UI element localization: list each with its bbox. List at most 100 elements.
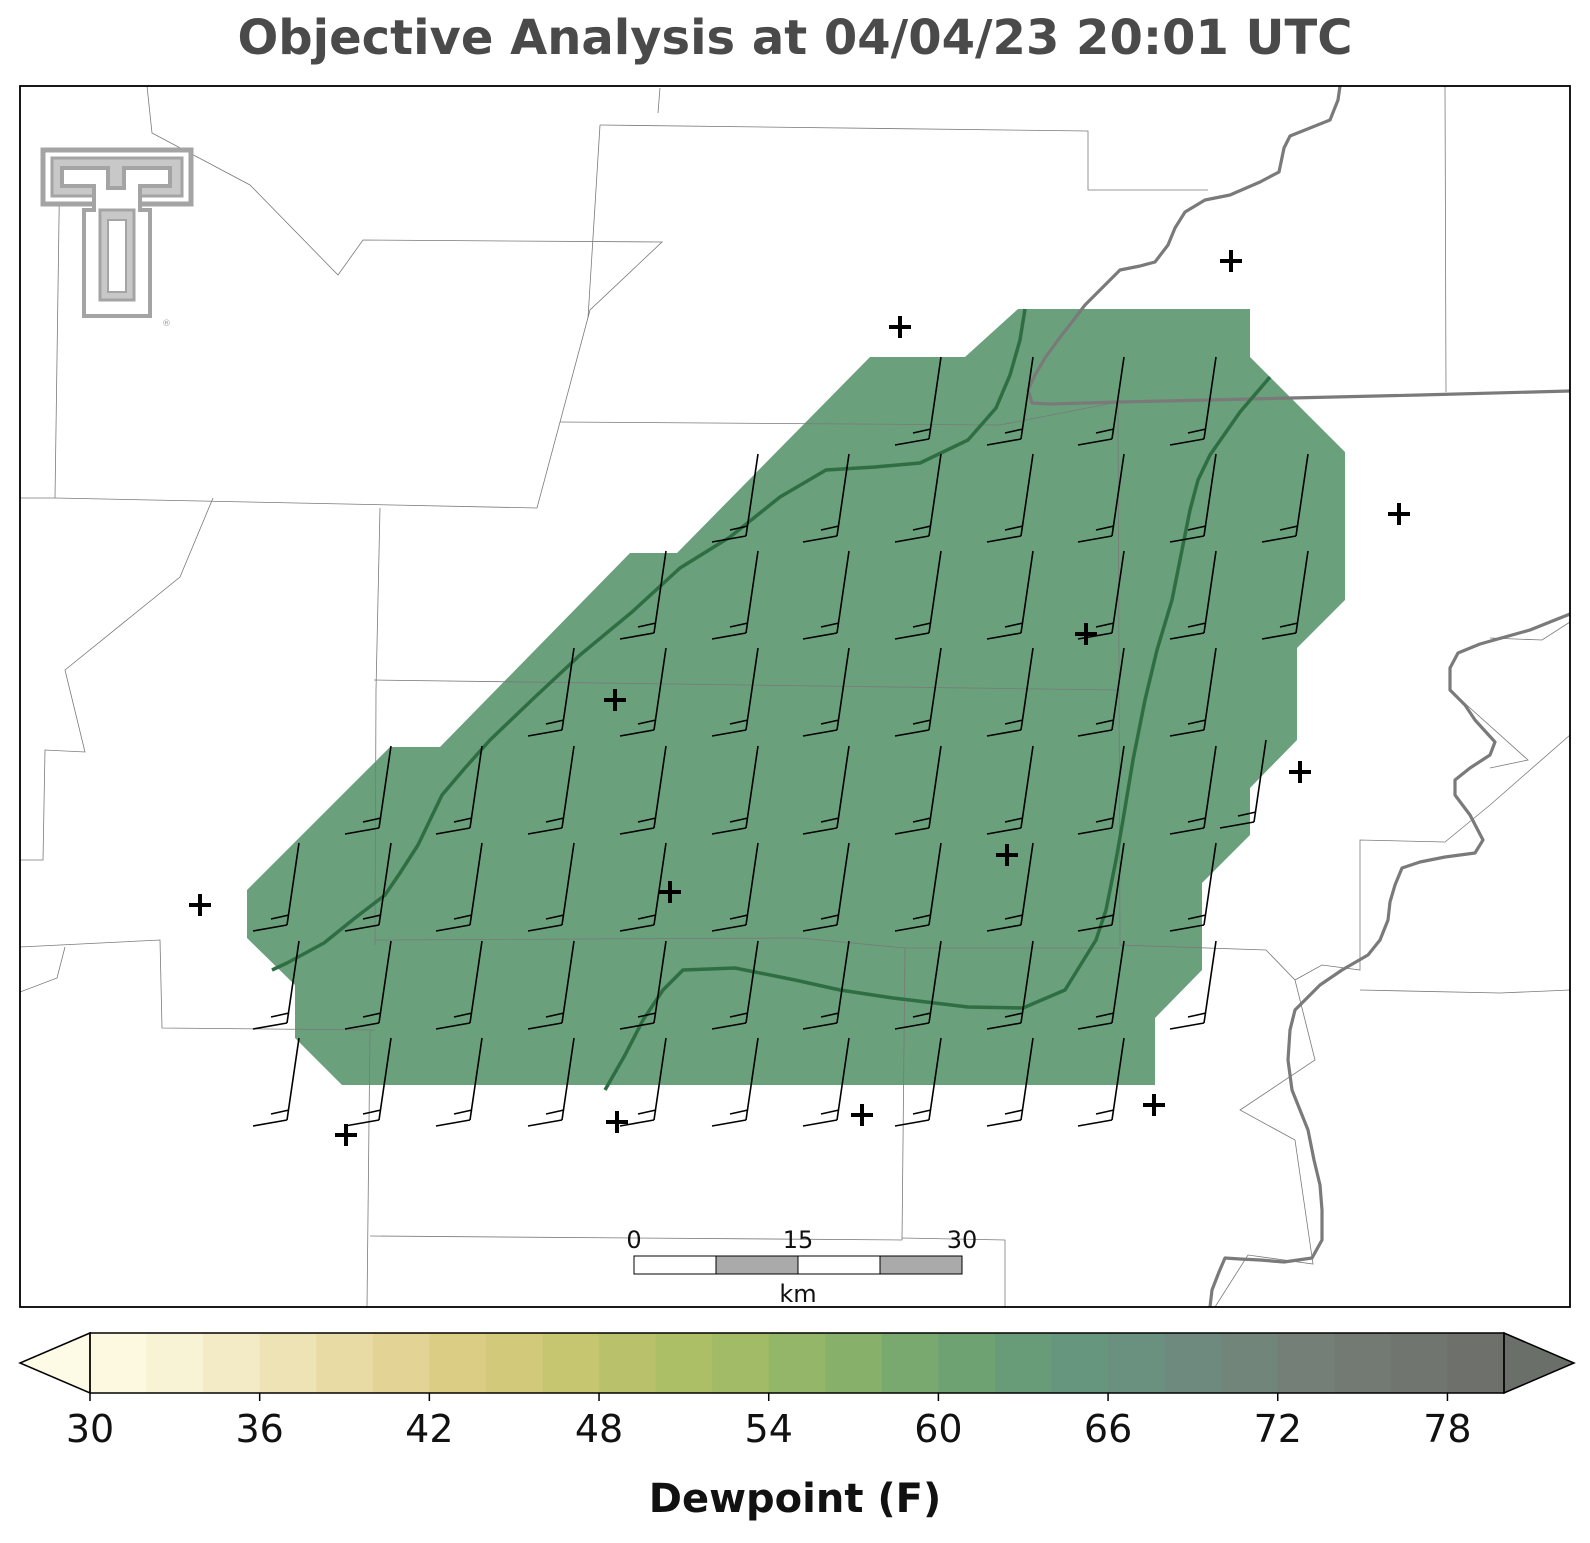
wind-barb (894, 453, 942, 543)
wind-barb (1169, 745, 1217, 835)
wind-barb (435, 842, 483, 932)
wind-barb (1261, 550, 1309, 640)
wind-barb (619, 647, 667, 737)
wind-barb (344, 745, 392, 835)
colorbar-cell (1390, 1333, 1449, 1393)
wind-barb (252, 842, 300, 932)
wind-barb (619, 550, 667, 640)
colorbar-cell (712, 1333, 770, 1393)
dewpoint-filled-region (247, 309, 1345, 1085)
wind-barb (619, 1037, 667, 1127)
wind-barb (986, 1037, 1034, 1127)
colorbar-tick-label: 66 (1084, 1407, 1132, 1451)
wind-barb (435, 745, 483, 835)
wind-barb (711, 842, 759, 932)
wind-barbs (252, 356, 1309, 1127)
wind-barb (986, 647, 1034, 737)
wind-barb (619, 842, 667, 932)
colorbar-cells (90, 1333, 1505, 1393)
scale-unit: km (779, 1280, 816, 1308)
plus-icon (1289, 761, 1311, 783)
colorbar-tick-label: 72 (1254, 1407, 1302, 1451)
wind-barb (1077, 1037, 1125, 1127)
scale-bar: 0 15 30 km (626, 1226, 977, 1308)
wind-barb (894, 842, 942, 932)
colorbar-cell (768, 1333, 826, 1393)
plus-icon (335, 1124, 357, 1146)
colorbar-tick-label: 42 (405, 1407, 453, 1451)
wind-barb (802, 550, 850, 640)
colorbar-over-arrow (1503, 1331, 1576, 1395)
colorbar-cell (1108, 1333, 1166, 1393)
colorbar-cell (429, 1333, 487, 1393)
colorbar-cell (1447, 1333, 1505, 1393)
state-boundaries (1026, 86, 1570, 1307)
plus-icon (606, 1111, 628, 1133)
wind-barb (986, 550, 1034, 640)
colorbar-tick-label: 54 (745, 1407, 793, 1451)
wind-barb (619, 940, 667, 1030)
colorbar-tick-label: 30 (66, 1407, 114, 1451)
plus-icon (851, 1104, 873, 1126)
wind-barb (802, 647, 850, 737)
colorbar-cell (90, 1333, 148, 1393)
wind-barb (435, 1037, 483, 1127)
plus-icon (1075, 623, 1097, 645)
wind-barb (1077, 356, 1125, 446)
plus-icon (996, 844, 1018, 866)
wind-barb (986, 356, 1034, 446)
colorbar-cell (1164, 1333, 1222, 1393)
scale-tick-15: 15 (783, 1226, 814, 1254)
wind-barb (711, 647, 759, 737)
station-markers (189, 250, 1410, 1146)
plus-icon (189, 894, 211, 916)
colorbar-cell (655, 1333, 713, 1393)
wind-barb (711, 940, 759, 1030)
wind-barb (1077, 647, 1125, 737)
scale-tick-30: 30 (947, 1226, 978, 1254)
colorbar-cell (372, 1333, 430, 1393)
wind-barb (894, 356, 942, 446)
colorbar-cell (146, 1333, 204, 1393)
wind-barb (894, 647, 942, 737)
plus-icon (889, 316, 911, 338)
colorbar-cell (881, 1333, 939, 1393)
colorbar-tick-label: 48 (575, 1407, 623, 1451)
colorbar-cell (1221, 1333, 1279, 1393)
wind-barb (1169, 647, 1217, 737)
colorbar-tick-label: 36 (236, 1407, 284, 1451)
wind-barb (527, 842, 575, 932)
wind-barb (711, 453, 759, 543)
plus-icon (1220, 250, 1242, 272)
wind-barb (1077, 745, 1125, 835)
colorbar-cell (938, 1333, 996, 1393)
plus-icon (1388, 503, 1410, 525)
wind-barb (619, 745, 667, 835)
colorbar-cell (316, 1333, 374, 1393)
wind-barb (527, 745, 575, 835)
colorbar-tick-label: 60 (914, 1407, 962, 1451)
colorbar-tick-label: 78 (1423, 1407, 1471, 1451)
county-boundaries (20, 86, 1570, 1307)
wind-barb (527, 940, 575, 1030)
colorbar-cell (994, 1333, 1053, 1393)
colorbar-under-arrow (18, 1331, 91, 1395)
wind-barb (344, 940, 392, 1030)
wind-barb (986, 842, 1034, 932)
plus-icon (604, 689, 626, 711)
colorbar-label: Dewpoint (F) (648, 1476, 942, 1522)
wind-barb (894, 940, 942, 1030)
wind-barb (1169, 550, 1217, 640)
colorbar-cell (825, 1333, 883, 1393)
wind-barb (1261, 453, 1309, 543)
svg-text:®: ® (162, 319, 171, 329)
plus-icon (659, 881, 681, 903)
map-title: Objective Analysis at 04/04/23 20:01 UTC (237, 10, 1353, 66)
wind-barb (1169, 356, 1217, 446)
wind-barb (711, 1037, 759, 1127)
colorbar-ticks: 30 36 42 48 54 60 66 72 78 (66, 1393, 1472, 1451)
wind-barb (527, 647, 575, 737)
wind-barb (1077, 940, 1125, 1030)
plus-icon (1143, 1094, 1165, 1116)
